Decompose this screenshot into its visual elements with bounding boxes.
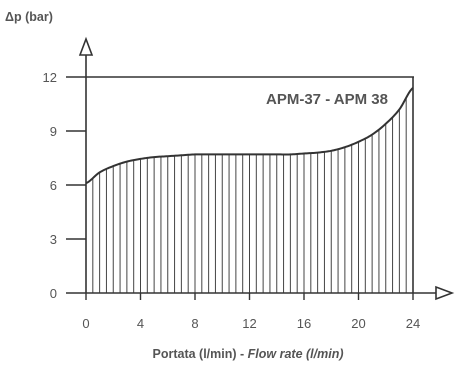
y-axis-arrow-icon — [78, 36, 94, 56]
y-tick-label: 12 — [43, 70, 57, 85]
y-ticks: 0 3 6 9 12 — [43, 70, 86, 301]
x-tick-label: 24 — [406, 316, 420, 331]
x-axis-label-italic: Flow rate (l/min) — [248, 347, 344, 361]
y-tick-label: 3 — [50, 232, 57, 247]
x-tick-label: 16 — [297, 316, 311, 331]
y-tick-label: 9 — [50, 124, 57, 139]
x-tick-label: 12 — [242, 316, 256, 331]
series-curve — [85, 87, 414, 185]
y-tick-label: 6 — [50, 178, 57, 193]
x-ticks: 0 4 8 12 16 20 24 — [82, 293, 420, 331]
area-hatching — [92, 97, 407, 293]
series-label: APM-37 - APM 38 — [266, 91, 388, 108]
y-axis-label: Δp (bar) — [5, 10, 53, 24]
y-tick-label: 0 — [50, 286, 57, 301]
x-tick-label: 20 — [351, 316, 365, 331]
x-tick-label: 0 — [82, 316, 89, 331]
x-tick-label: 4 — [137, 316, 144, 331]
x-axis-label-main: Portata (l/min) - — [153, 347, 248, 361]
x-tick-label: 8 — [191, 316, 198, 331]
x-axis-arrow-icon — [435, 285, 455, 301]
x-axis-label: Portata (l/min) - Flow rate (l/min) — [153, 347, 344, 361]
